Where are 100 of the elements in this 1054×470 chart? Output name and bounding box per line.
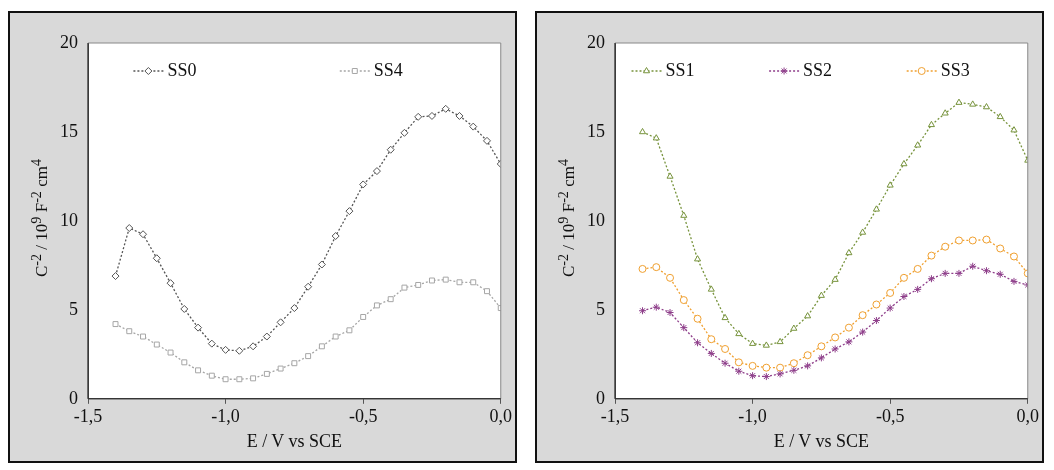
y-tick-label: 0 [69,387,78,408]
point [235,346,244,355]
point [221,345,230,354]
point [803,361,812,370]
point [858,311,867,320]
point [762,363,771,372]
point [181,359,188,366]
point [428,277,435,284]
x-tick-label: -1,0 [738,406,767,427]
point [638,306,647,315]
point [679,323,688,332]
y-tick-label: 15 [587,120,605,141]
legend-label: SS2 [803,59,833,80]
point [831,344,840,353]
point [941,242,950,251]
point [291,360,298,367]
point [996,244,1005,253]
x-tick-label: -0,5 [348,406,378,427]
point [346,327,353,334]
point [817,353,826,362]
point [789,366,798,375]
point [721,313,729,321]
x-axis-title: E / V vs SCE [773,430,870,451]
point [886,181,894,188]
point [927,274,936,283]
point [359,180,368,189]
point [638,264,647,273]
point [236,376,243,383]
point [318,343,325,350]
point [470,279,477,286]
point [276,318,285,327]
point [415,281,422,288]
point [762,341,770,348]
point [707,349,716,358]
point [111,272,120,281]
point [180,304,189,313]
point [776,337,784,345]
point [982,235,991,244]
point [680,211,688,218]
point [442,276,449,283]
point [482,136,491,145]
point [469,122,478,131]
point [749,339,757,346]
point [401,284,408,291]
point [249,342,258,351]
point [955,98,963,105]
point [331,232,340,241]
point [693,338,702,347]
point [373,302,380,309]
point [387,296,394,303]
point [652,263,661,272]
point [927,251,936,260]
x-tick-label: 0,0 [1016,406,1039,427]
point [982,266,991,275]
point [456,279,463,286]
legend-label: SS3 [940,59,970,80]
point [262,332,271,341]
x-tick-label: -1,5 [600,406,630,427]
point [208,372,215,379]
point [207,339,216,348]
point [899,292,908,301]
point [734,358,743,367]
y-tick-label: 5 [596,298,605,319]
y-tick-label: 10 [587,209,605,230]
y-tick-label: 0 [596,387,605,408]
point [872,205,880,212]
point [153,341,160,348]
x-axis-title: E / V vs SCE [246,430,343,451]
point [666,308,675,317]
point [1009,252,1018,261]
point [803,351,812,360]
point [969,100,977,107]
point [666,172,674,179]
point [831,275,839,282]
legend-label: SS4 [373,59,403,80]
point [817,291,825,298]
point [693,314,702,323]
point [858,328,867,337]
point [140,333,147,340]
point [941,109,949,116]
point [968,236,977,245]
point [748,361,757,370]
point [694,255,702,262]
point [845,248,853,256]
x-tick-label: -1,5 [73,406,103,427]
point [484,288,490,295]
point [679,296,688,305]
point [790,324,798,331]
point [166,279,175,288]
point [332,333,339,340]
point [441,104,450,113]
point [125,224,134,233]
y-tick-label: 20 [587,31,605,52]
legend-label: SS1 [665,59,695,80]
point [762,372,771,381]
point [900,159,908,167]
point [345,207,354,216]
point [804,312,812,319]
point [126,328,133,335]
y-tick-label: 10 [60,209,78,230]
